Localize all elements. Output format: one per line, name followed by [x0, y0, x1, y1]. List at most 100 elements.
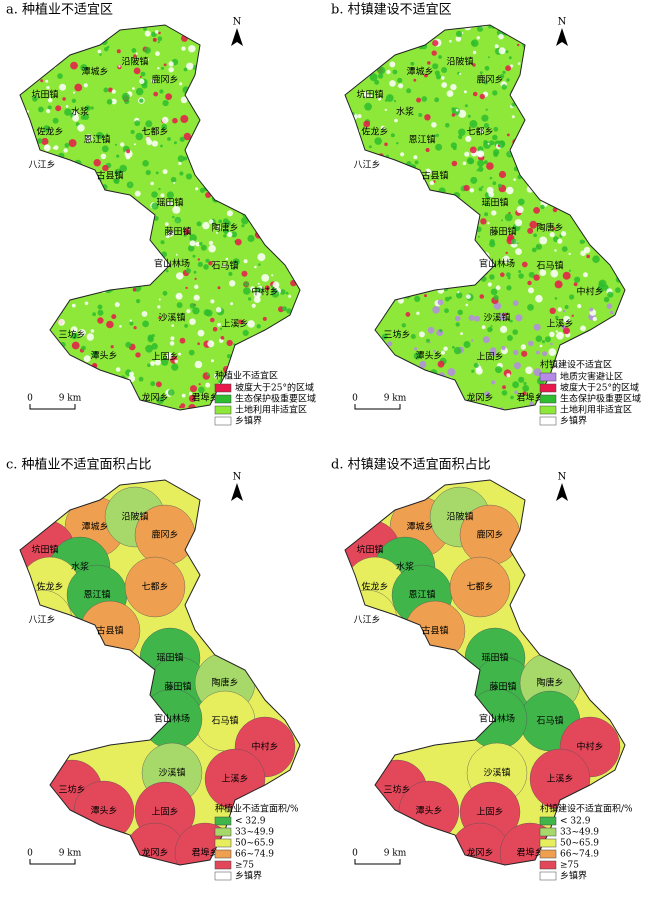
land-patch	[288, 340, 291, 343]
land-patch	[514, 390, 518, 395]
land-patch	[420, 194, 425, 199]
land-patch	[493, 294, 499, 301]
land-patch	[357, 388, 361, 392]
land-patch	[620, 56, 625, 63]
land-patch	[364, 102, 372, 111]
land-patch	[624, 66, 625, 73]
land-patch	[85, 277, 88, 281]
land-patch	[257, 253, 266, 262]
town-label: 坑田镇	[31, 89, 58, 101]
land-patch	[531, 25, 537, 27]
land-patch	[534, 38, 542, 46]
land-patch	[257, 177, 262, 182]
land-patch	[402, 374, 407, 379]
land-patch	[581, 40, 589, 48]
land-patch	[560, 231, 567, 237]
land-patch	[624, 305, 625, 310]
town-label: 官山林场	[479, 258, 515, 270]
land-patch	[551, 31, 556, 36]
land-patch	[607, 291, 614, 298]
land-patch	[259, 91, 266, 99]
land-patch	[222, 150, 230, 158]
land-patch	[47, 105, 52, 110]
land-patch	[464, 18, 469, 23]
land-patch	[419, 404, 422, 407]
land-patch	[153, 91, 159, 97]
land-patch	[539, 125, 545, 131]
land-patch	[340, 124, 342, 126]
land-patch	[102, 164, 109, 172]
land-patch	[549, 331, 555, 337]
land-patch	[412, 240, 418, 246]
land-patch	[518, 273, 524, 279]
land-patch	[236, 89, 244, 97]
town-label: 龙冈乡	[466, 392, 493, 404]
land-patch	[444, 308, 449, 314]
town-label: 藤田镇	[489, 226, 516, 238]
land-patch	[131, 48, 137, 53]
land-patch	[437, 299, 444, 306]
land-patch	[435, 74, 442, 80]
land-patch	[478, 406, 484, 410]
land-patch	[156, 381, 162, 388]
land-patch	[386, 227, 395, 235]
town-label: 水浆	[71, 106, 89, 118]
land-patch	[437, 401, 441, 404]
land-patch	[13, 70, 17, 74]
land-patch	[165, 269, 169, 273]
legend-swatch	[539, 394, 557, 404]
town-label: 佐龙乡	[36, 126, 63, 138]
land-patch	[260, 136, 268, 144]
legend-label: 66~74.9	[235, 850, 274, 860]
land-patch	[362, 361, 366, 364]
land-patch	[216, 225, 221, 230]
land-patch	[58, 183, 64, 189]
land-patch	[518, 270, 522, 273]
land-patch	[513, 362, 521, 370]
land-patch	[350, 381, 358, 389]
town-label: 上固乡	[476, 352, 503, 363]
land-patch	[158, 31, 161, 35]
land-patch	[157, 41, 160, 44]
land-patch	[568, 134, 572, 139]
land-patch	[534, 25, 541, 26]
land-patch	[294, 78, 299, 84]
land-patch	[359, 396, 363, 400]
land-patch	[360, 248, 363, 251]
land-patch	[239, 113, 243, 118]
land-patch	[502, 385, 506, 390]
land-patch	[451, 113, 456, 117]
town-label: 三坊乡	[58, 784, 85, 796]
land-patch	[501, 390, 508, 396]
legend-swatch	[214, 416, 232, 426]
land-patch	[579, 25, 587, 31]
land-patch	[247, 88, 251, 92]
land-patch	[144, 30, 151, 37]
land-patch	[179, 82, 183, 86]
land-patch	[23, 48, 30, 55]
land-patch	[172, 205, 181, 214]
land-patch	[39, 243, 44, 248]
legend-label: 66~74.9	[560, 850, 599, 860]
land-patch	[288, 294, 292, 298]
land-patch	[441, 76, 445, 80]
land-patch	[188, 45, 196, 53]
land-patch	[340, 195, 344, 199]
land-patch	[212, 326, 218, 332]
land-patch	[275, 236, 283, 244]
land-patch	[561, 75, 569, 83]
panel-title: a. 种植业不适宜区	[6, 3, 113, 18]
town-label: 龙冈乡	[141, 847, 168, 859]
land-patch	[518, 148, 524, 154]
land-patch	[166, 352, 173, 359]
land-patch	[627, 230, 631, 234]
land-patch	[246, 89, 255, 98]
land-patch	[196, 25, 203, 30]
land-patch	[427, 28, 434, 35]
land-patch	[26, 331, 32, 337]
land-patch	[377, 97, 382, 101]
land-patch	[392, 251, 397, 256]
land-patch	[279, 169, 282, 172]
land-patch	[225, 257, 229, 261]
land-patch	[464, 151, 470, 157]
